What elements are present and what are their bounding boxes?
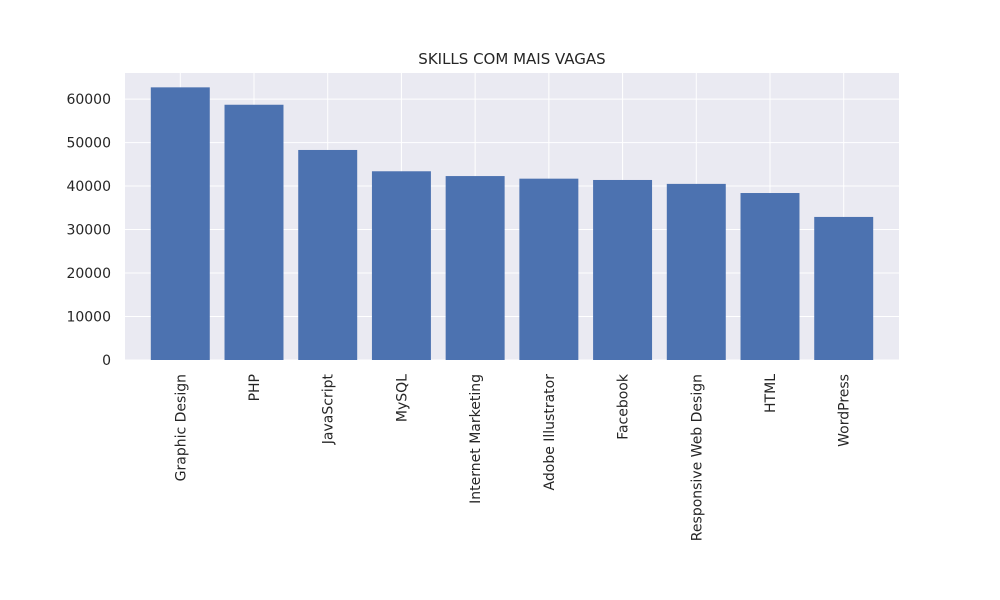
bar-mysql <box>371 171 431 360</box>
chart-title: SKILLS COM MAIS VAGAS <box>418 50 605 68</box>
x-tick-label: MySQL <box>394 374 410 422</box>
bar-adobe-illustrator <box>519 178 579 360</box>
bar-facebook <box>593 179 653 360</box>
y-tick-label: 10000 <box>66 310 111 326</box>
y-tick-label: 50000 <box>66 136 111 152</box>
bar-responsive-web-design <box>666 183 726 360</box>
bar-html <box>740 193 800 360</box>
bars <box>150 87 874 360</box>
y-tick-label: 0 <box>102 353 111 369</box>
x-tick-label: Facebook <box>616 373 632 440</box>
x-tick-label: Responsive Web Design <box>689 374 705 541</box>
bar-graphic-design <box>150 87 210 360</box>
y-tick-label: 40000 <box>66 179 111 195</box>
x-axis-ticks: Graphic Design PHP JavaScript MySQL Internet… <box>173 373 852 541</box>
bar-javascript <box>298 149 358 360</box>
x-tick-label: HTML <box>763 374 779 413</box>
y-tick-label: 20000 <box>66 266 111 282</box>
y-tick-label: 30000 <box>66 223 111 239</box>
x-tick-label: WordPress <box>837 374 853 447</box>
x-tick-label: Adobe Illustrator <box>542 374 558 491</box>
bar-php <box>224 104 284 360</box>
y-tick-label: 60000 <box>66 92 111 108</box>
bar-internet-marketing <box>445 176 505 360</box>
x-tick-label: Graphic Design <box>173 374 189 481</box>
x-tick-label: JavaScript <box>321 373 337 445</box>
y-axis-ticks: 0 10000 20000 30000 40000 50000 60000 <box>66 92 111 369</box>
x-tick-label: Internet Marketing <box>468 374 484 504</box>
x-tick-label: PHP <box>247 374 263 401</box>
bar-wordpress <box>814 216 874 360</box>
